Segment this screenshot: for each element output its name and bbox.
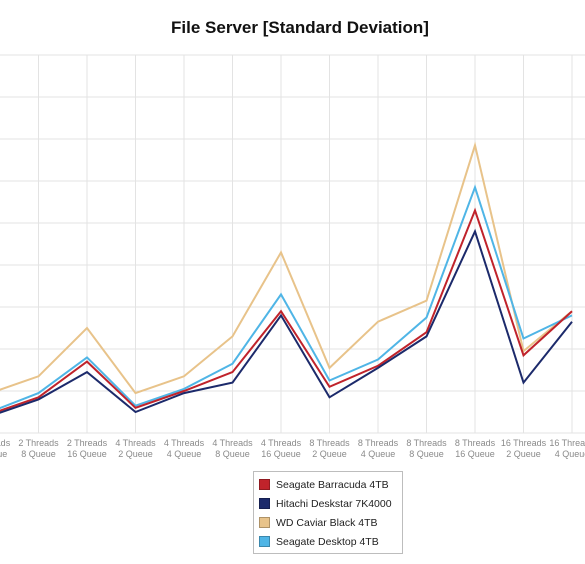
x-tick-label: 2 Threads 8 Queue (18, 438, 59, 459)
series-line-wd-caviar-black-4tb (0, 141, 573, 395)
legend-label: Seagate Barracuda 4TB (276, 478, 389, 491)
x-tick-label: 8 Threads 2 Queue (309, 438, 350, 459)
x-tick-label: 4 Threads 16 Queue (261, 438, 302, 459)
gridlines (0, 54, 585, 434)
x-tick-label: 2 Threads 16 Queue (67, 438, 108, 459)
legend-swatch (259, 517, 270, 528)
legend-label: Hitachi Deskstar 7K4000 (276, 497, 392, 510)
legend: Seagate Barracuda 4TB Hitachi Deskstar 7K… (253, 471, 403, 554)
x-tick-label: 8 Threads 16 Queue (455, 438, 496, 459)
x-tick-label: 16 Threads 2 Queue (501, 438, 547, 459)
x-tick-label: 8 Threads 4 Queue (358, 438, 399, 459)
chart-title: File Server [Standard Deviation] (171, 18, 429, 37)
legend-swatch (259, 536, 270, 547)
x-tick-label: 4 Threads 8 Queue (212, 438, 253, 459)
series-lines (0, 141, 573, 414)
legend-swatch (259, 498, 270, 509)
legend-item: Seagate Barracuda 4TB (254, 475, 402, 494)
legend-item: Hitachi Deskstar 7K4000 (254, 494, 402, 513)
series-line-seagate-barracuda-4tb (0, 207, 573, 412)
legend-label: WD Caviar Black 4TB (276, 516, 378, 529)
legend-item: WD Caviar Black 4TB (254, 513, 402, 532)
x-tick-label: 4 Threads 2 Queue (115, 438, 156, 459)
x-tick-label: 8 Threads 8 Queue (406, 438, 447, 459)
legend-label: Seagate Desktop 4TB (276, 535, 379, 548)
series-line-seagate-desktop-4tb (0, 184, 573, 410)
legend-swatch (259, 479, 270, 490)
legend-item: Seagate Desktop 4TB (254, 532, 402, 551)
x-tick-label: 4 Threads 4 Queue (164, 438, 205, 459)
series-line-hitachi-deskstar-7k4000 (0, 228, 573, 414)
